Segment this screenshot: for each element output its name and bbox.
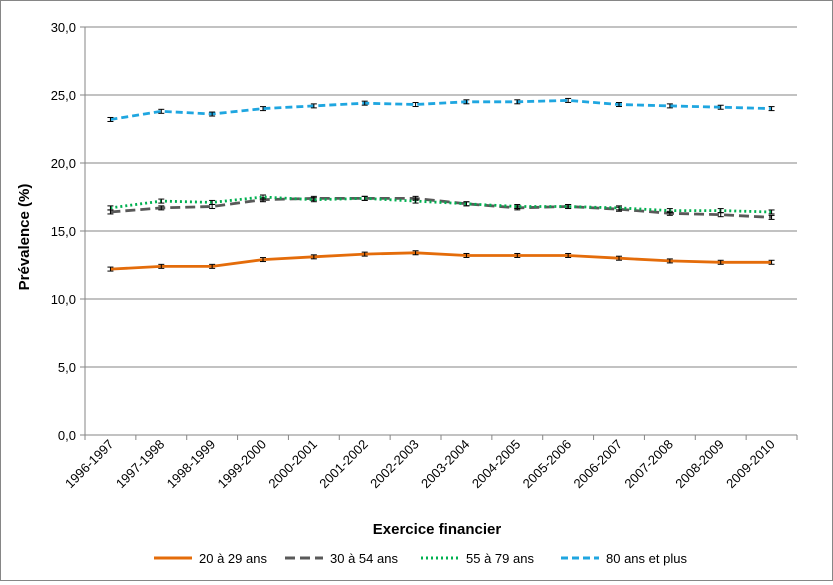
data-point xyxy=(514,252,521,258)
legend: 20 à 29 ans 30 à 54 ans 55 à 79 ans 80 ans … xyxy=(154,551,687,566)
y-tick-label: 25,0 xyxy=(51,88,76,103)
x-tick-label: 2005-2006 xyxy=(520,437,575,492)
data-point xyxy=(717,104,724,110)
data-point xyxy=(158,263,165,269)
data-point xyxy=(107,116,114,122)
data-point xyxy=(107,205,114,211)
series-3 xyxy=(107,194,775,215)
y-tick-label: 10,0 xyxy=(51,292,76,307)
x-tick-label: 2007-2008 xyxy=(621,437,676,492)
y-axis: 0,0 5,0 10,0 15,0 20,0 25,0 30,0 xyxy=(51,20,86,443)
data-point xyxy=(666,208,673,214)
data-point xyxy=(514,204,521,210)
data-point xyxy=(412,102,419,108)
x-tick-label: 2009-2010 xyxy=(723,437,778,492)
data-point xyxy=(209,263,216,269)
data-point xyxy=(717,208,724,214)
x-tick-label: 2006-2007 xyxy=(571,437,626,492)
x-tick-label: 2003-2004 xyxy=(418,437,473,492)
x-tick-label: 2002-2003 xyxy=(367,437,422,492)
series-line xyxy=(110,251,772,271)
data-point xyxy=(158,108,165,114)
y-tick-label: 0,0 xyxy=(58,428,76,443)
series-2 xyxy=(107,195,775,220)
data-point xyxy=(768,106,775,112)
data-point xyxy=(565,97,572,103)
data-point xyxy=(565,252,572,258)
x-tick-label: 1998-1999 xyxy=(164,437,219,492)
data-point xyxy=(768,214,775,220)
series-1 xyxy=(107,250,775,272)
x-tick-label: 2004-2005 xyxy=(469,437,524,492)
legend-item: 80 ans et plus xyxy=(561,551,687,566)
data-point xyxy=(412,198,419,204)
y-axis-title: Prévalence (%) xyxy=(16,184,33,291)
legend-item: 30 à 54 ans xyxy=(285,551,398,566)
data-point xyxy=(616,102,622,108)
data-point xyxy=(463,201,470,207)
series-4 xyxy=(107,97,775,122)
legend-label: 80 ans et plus xyxy=(606,551,687,566)
x-tick-label: 1996-1997 xyxy=(62,437,117,492)
y-tick-label: 30,0 xyxy=(51,20,76,35)
data-point xyxy=(514,99,521,105)
data-point xyxy=(260,257,266,263)
data-point xyxy=(260,194,266,200)
legend-item: 55 à 79 ans xyxy=(421,551,534,566)
data-point xyxy=(412,250,419,256)
legend-label: 20 à 29 ans xyxy=(199,551,267,566)
data-point xyxy=(616,255,622,261)
y-tick-label: 5,0 xyxy=(58,360,76,375)
series-line xyxy=(110,99,772,121)
legend-label: 55 à 79 ans xyxy=(466,551,534,566)
x-tick-label: 2008-2009 xyxy=(672,437,727,492)
data-point xyxy=(768,259,775,265)
data-point xyxy=(310,197,317,203)
data-point xyxy=(361,251,368,257)
data-point xyxy=(310,103,317,109)
y-tick-label: 15,0 xyxy=(51,224,76,239)
data-point xyxy=(666,258,673,264)
x-tick-label: 2001-2002 xyxy=(316,437,371,492)
series-line xyxy=(110,195,772,214)
data-point xyxy=(768,209,775,215)
x-axis-title: Exercice financier xyxy=(373,521,502,538)
data-point xyxy=(717,259,724,265)
data-point xyxy=(463,99,470,105)
data-point xyxy=(616,205,622,211)
data-point xyxy=(361,100,368,106)
data-point xyxy=(107,266,114,272)
data-point xyxy=(361,195,368,201)
legend-item: 20 à 29 ans xyxy=(154,551,267,566)
legend-label: 30 à 54 ans xyxy=(330,551,398,566)
x-tick-label: 1997-1998 xyxy=(113,437,168,492)
data-point xyxy=(565,204,572,210)
data-point xyxy=(463,252,470,258)
data-point xyxy=(158,205,165,211)
data-point xyxy=(209,111,216,117)
data-point xyxy=(209,199,216,205)
data-point xyxy=(666,103,673,109)
x-tick-label: 1999-2000 xyxy=(215,437,270,492)
plot-series xyxy=(107,97,775,272)
data-point xyxy=(260,106,266,112)
gridlines xyxy=(85,26,797,368)
x-axis: 1996-19971997-19981998-19991999-20002000… xyxy=(62,434,798,492)
y-tick-label: 20,0 xyxy=(51,156,76,171)
data-point xyxy=(158,198,165,204)
x-tick-label: 2000-2001 xyxy=(265,437,320,492)
data-point xyxy=(310,254,317,260)
